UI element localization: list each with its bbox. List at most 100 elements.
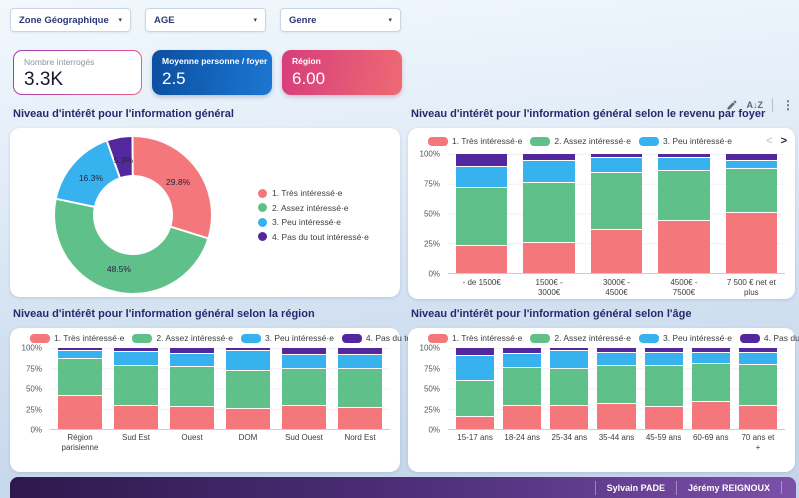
stacked-bar[interactable] (523, 153, 575, 273)
stacked-bar[interactable] (590, 154, 643, 273)
stacked-bar[interactable] (58, 348, 102, 429)
bar-segment[interactable] (550, 405, 589, 429)
bar-segment[interactable] (738, 352, 777, 364)
sort-az-icon[interactable]: A↓Z (746, 100, 764, 110)
bar-segment[interactable] (226, 408, 270, 429)
bar-segment[interactable] (590, 158, 643, 173)
bar-segment[interactable] (114, 365, 158, 405)
bar-segment[interactable] (691, 348, 730, 352)
stacked-bar[interactable] (114, 348, 158, 429)
filter-zone-geographique[interactable]: Zone Géographique ▾ (10, 8, 131, 32)
bar-segment[interactable] (282, 406, 326, 429)
filter-age[interactable]: AGE ▾ (145, 8, 266, 32)
bar-segment[interactable] (658, 171, 710, 220)
bar-segment[interactable] (456, 416, 495, 429)
donut-slices[interactable] (55, 136, 211, 293)
bar-segment[interactable] (282, 347, 326, 355)
more-options-icon[interactable]: ⋮ (782, 98, 794, 112)
bar-segment[interactable] (597, 404, 636, 429)
bar-segment[interactable] (456, 246, 508, 273)
bar-segment[interactable] (590, 154, 643, 158)
bar-segment[interactable] (338, 407, 382, 429)
bar-segment[interactable] (738, 364, 777, 406)
bar-segment[interactable] (550, 348, 589, 351)
edit-pencil-icon[interactable] (726, 99, 738, 111)
bar-segment[interactable] (725, 160, 778, 168)
stacked-bar[interactable] (282, 347, 326, 429)
bar-segment[interactable] (523, 182, 575, 242)
stacked-bar[interactable] (725, 153, 778, 273)
stacked-bar[interactable] (456, 154, 508, 273)
bar-segment[interactable] (523, 153, 575, 160)
bar-segment[interactable] (590, 173, 643, 230)
bar-segment[interactable] (456, 356, 495, 381)
bar-segment[interactable] (226, 348, 270, 350)
stacked-bar[interactable] (226, 348, 270, 429)
bar-segment[interactable] (503, 367, 542, 406)
bar-segment[interactable] (338, 368, 382, 407)
stacked-bar[interactable] (456, 348, 495, 429)
bar-segment[interactable] (691, 402, 730, 429)
bar-segment[interactable] (456, 188, 508, 246)
bar-segment[interactable] (738, 406, 777, 429)
bar-segment[interactable] (523, 160, 575, 182)
bar-segment[interactable] (550, 368, 589, 405)
bar-segment[interactable] (58, 348, 102, 351)
bar-segment[interactable] (170, 353, 214, 367)
bar-segment[interactable] (503, 406, 542, 429)
stacked-bar[interactable] (658, 154, 710, 273)
bar-segment[interactable] (282, 355, 326, 369)
bar-segment[interactable] (644, 347, 683, 352)
bar-segment[interactable] (691, 352, 730, 364)
bar-segment[interactable] (170, 407, 214, 429)
bar-segment[interactable] (456, 348, 495, 356)
stacked-bar[interactable] (738, 348, 777, 429)
bar-segment[interactable] (338, 347, 382, 355)
bar-segment[interactable] (658, 158, 710, 171)
bar-segment[interactable] (550, 351, 589, 368)
bar-segment[interactable] (725, 153, 778, 160)
bar-segment[interactable] (644, 366, 683, 407)
bar-segment[interactable] (725, 168, 778, 212)
bar-segment[interactable] (644, 407, 683, 429)
bar-segment[interactable] (282, 369, 326, 406)
bar-segment[interactable] (590, 230, 643, 273)
bar-segment[interactable] (338, 355, 382, 368)
stacked-bar[interactable] (170, 348, 214, 429)
bar-segment[interactable] (658, 220, 710, 273)
bar-segment[interactable] (456, 381, 495, 416)
bar-segment[interactable] (226, 350, 270, 371)
bar-segment[interactable] (503, 353, 542, 367)
bar-segment[interactable] (114, 352, 158, 365)
bar-segment[interactable] (691, 364, 730, 402)
bar-segment[interactable] (58, 359, 102, 396)
filter-genre[interactable]: Genre ▾ (280, 8, 401, 32)
bar-segment[interactable] (597, 352, 636, 366)
footer-author-2[interactable]: Jérémy REIGNOUX (675, 480, 781, 495)
footer-author-1[interactable]: Sylvain PADE (594, 480, 676, 495)
bar-segment[interactable] (456, 166, 508, 188)
bar-segment[interactable] (456, 154, 508, 166)
stacked-bar[interactable] (338, 347, 382, 429)
bar-segment[interactable] (597, 347, 636, 352)
bar-segment[interactable] (58, 351, 102, 359)
bar-segment[interactable] (226, 371, 270, 408)
bar-segment[interactable] (597, 366, 636, 404)
bar-segment[interactable] (523, 242, 575, 273)
stacked-bar[interactable] (644, 347, 683, 429)
stacked-bar[interactable] (691, 348, 730, 429)
bar-segment[interactable] (170, 348, 214, 353)
legend-prev-icon[interactable]: < (766, 135, 773, 147)
stacked-bar[interactable] (503, 347, 542, 429)
bar-segment[interactable] (644, 352, 683, 366)
bar-segment[interactable] (114, 405, 158, 429)
stacked-bar[interactable] (550, 348, 589, 429)
legend-next-icon[interactable]: > (780, 135, 787, 147)
bar-segment[interactable] (114, 348, 158, 352)
bar-segment[interactable] (738, 348, 777, 352)
bar-segment[interactable] (658, 154, 710, 158)
bar-segment[interactable] (503, 347, 542, 353)
stacked-bar[interactable] (597, 347, 636, 429)
bar-segment[interactable] (58, 396, 102, 429)
bar-segment[interactable] (725, 212, 778, 273)
